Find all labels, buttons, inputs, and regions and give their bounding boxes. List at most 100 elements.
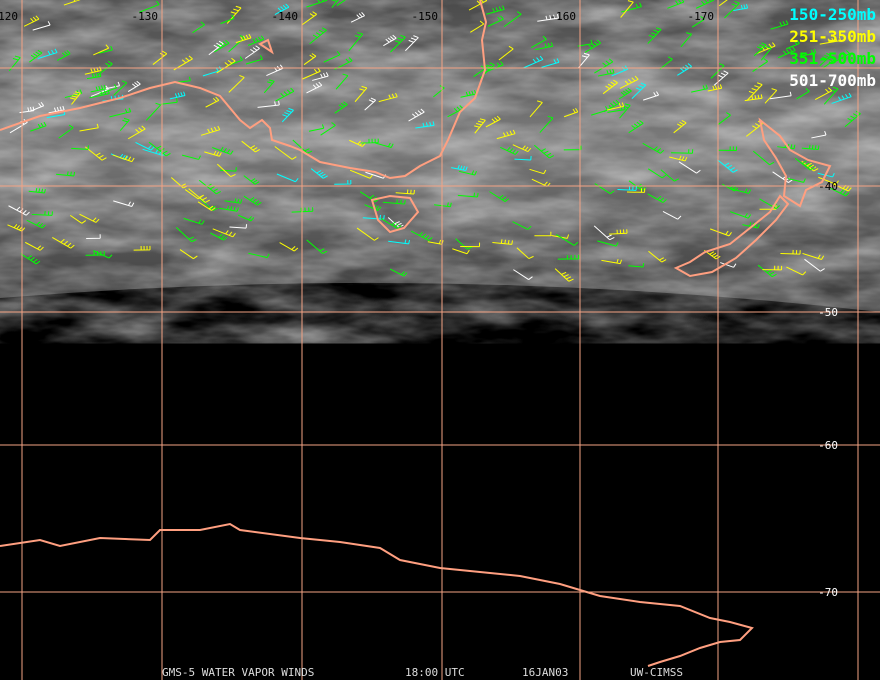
wind-barb [647,27,662,44]
wind-barb [306,239,328,254]
wind-barb [780,249,801,255]
wind-barb [281,107,294,123]
longitude-label: -120 [0,10,18,23]
wind-barb [541,58,560,68]
wind-barb [119,117,130,132]
wind-barb [458,170,477,176]
wind-barb [220,14,235,25]
coastlines [0,0,832,667]
wind-barb [602,79,618,95]
wind-barb [323,50,341,63]
latitude-label: -70 [818,586,838,599]
wind-barb [457,192,479,198]
wind-barb [628,120,644,134]
wind-barb [71,145,89,150]
wind-barb [320,122,336,136]
wind-barb [306,81,323,94]
antarctica-coast [0,522,754,667]
wind-barb [113,80,128,96]
wind-barb [742,222,760,229]
legend-entry: 251-350mb [789,27,876,46]
wind-barb [212,228,236,238]
wind-barb [148,141,171,157]
wind-barb [707,84,723,92]
wind-barb [718,0,728,7]
wind-barb [755,42,776,55]
wind-barb [173,55,193,71]
wind-barb [814,87,833,100]
wind-barb [112,154,135,163]
wind-barb [631,82,647,99]
wind-barb [237,214,255,222]
wind-barb [84,66,102,75]
wind-barb [348,32,364,52]
wind-barb [181,154,201,160]
wind-barb [248,252,270,259]
longitude-label: -160 [550,10,577,23]
wind-barb [531,35,547,48]
wind-barb [762,265,783,271]
wind-barb [512,144,532,153]
wind-barb [778,46,796,59]
wind-barb [667,0,685,9]
wind-barb [274,146,297,160]
wind-barb [245,55,263,65]
wind-barb [279,242,299,252]
latitude-label: -60 [818,439,838,452]
wind-barb [722,183,739,192]
wind-barb [648,250,667,263]
wind-barb [356,227,379,241]
wind-barb [514,155,532,161]
wind-barb [220,167,237,172]
wind-barb [415,121,435,129]
wind-barb [593,225,615,241]
wind-barb [404,35,419,52]
wind-barb [819,36,841,45]
wind-barb [63,0,81,6]
wind-barb [557,254,580,260]
wind-barb [292,139,313,154]
wind-barb [308,124,325,132]
wind-barb [160,98,178,105]
legend-entry: 351-500mb [789,49,876,68]
wind-barb [757,264,777,278]
wind-barb [606,102,625,111]
nz-north-coast [758,117,832,208]
wind-barb [205,96,220,108]
wind-barb [241,140,260,153]
wind-barb [184,189,203,200]
wind-barb [584,39,602,53]
wind-barb [275,87,295,102]
wind-barb [263,79,275,94]
wind-barb [335,73,349,90]
wind-barb [485,115,501,128]
longitude-label: -170 [688,10,715,23]
wind-barb [350,12,365,23]
wind-barb [500,146,519,155]
wind-barb [796,87,810,100]
wind-barb [594,58,614,74]
wind-barb [408,108,425,122]
wind-barb [364,204,382,211]
wind-barb [696,0,715,9]
wind-barb [146,102,162,121]
wind-barb [662,210,682,220]
wind-barb [197,201,216,211]
wind-barb [188,188,211,203]
wind-barb [534,231,552,237]
wind-barb [8,55,21,72]
wind-barb [383,34,397,47]
wind-barb [535,42,554,51]
wind-barb [334,180,352,185]
wind-barb [611,65,629,77]
footer: GMS-5 WATER VAPOR WINDS 18:00 UTC 16JAN0… [162,666,683,679]
wind-barb [451,164,468,172]
wind-barb [470,20,485,33]
wind-barb [831,50,851,64]
latitude-label: -40 [818,180,838,193]
wind-barb [539,115,554,133]
wind-barb [113,200,135,207]
wind-barb [218,205,239,212]
wind-barb [52,236,75,249]
